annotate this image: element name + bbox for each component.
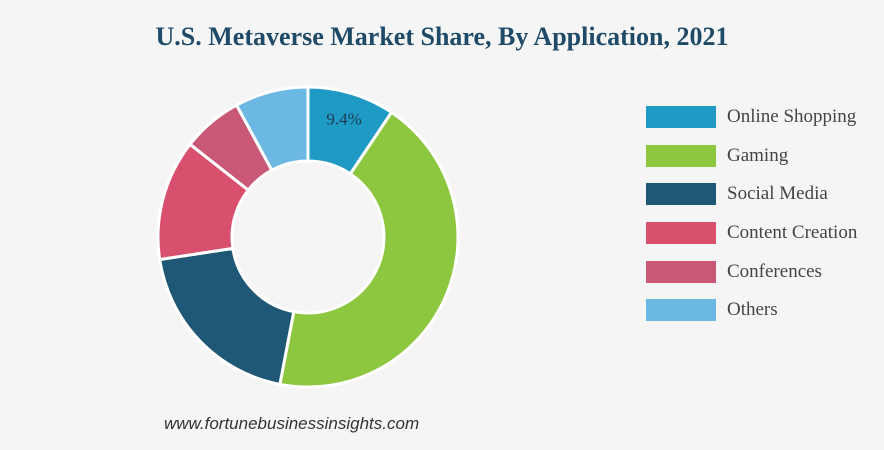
legend-item-gaming: Gaming — [646, 137, 857, 176]
slice-others — [234, 85, 310, 173]
legend-item-conferences: Conferences — [646, 252, 857, 291]
legend-swatch — [646, 222, 716, 245]
legend-item-social-media: Social Media — [646, 175, 857, 214]
legend-swatch — [646, 144, 716, 167]
legend-label: Social Media — [727, 183, 828, 205]
chart-title: U.S. Metaverse Market Share, By Applicat… — [155, 22, 729, 51]
legend-swatch — [646, 260, 716, 283]
legend-swatch — [646, 183, 716, 206]
legend-label: Others — [727, 299, 778, 321]
legend-item-others: Others — [646, 291, 857, 330]
source-url: www.fortunebusinessinsights.com — [164, 414, 420, 433]
legend-label: Gaming — [727, 144, 789, 166]
legend-swatch — [646, 106, 716, 129]
slice-social-media — [157, 246, 296, 387]
legend-item-content-creation: Content Creation — [646, 214, 857, 253]
slice-gaming — [278, 110, 460, 389]
legend-label: Content Creation — [727, 222, 858, 244]
chart-legend: Online Shopping Gaming Social Media Content… — [646, 98, 857, 330]
legend-swatch — [646, 299, 716, 322]
data-label-online-shopping: 9.4% — [326, 109, 361, 128]
legend-label: Conferences — [727, 260, 822, 282]
legend-label: Online Shopping — [727, 106, 857, 128]
legend-item-online-shopping: Online Shopping — [646, 98, 857, 137]
